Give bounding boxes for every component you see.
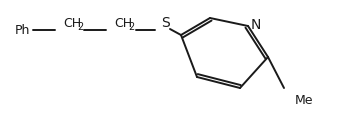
Text: N: N	[251, 18, 261, 32]
Text: 2: 2	[77, 22, 83, 32]
Text: Ph: Ph	[14, 23, 30, 37]
Text: CH: CH	[63, 17, 81, 30]
Text: 2: 2	[128, 22, 134, 32]
Text: CH: CH	[114, 17, 132, 30]
Text: Me: Me	[295, 94, 313, 107]
Text: S: S	[161, 16, 170, 30]
